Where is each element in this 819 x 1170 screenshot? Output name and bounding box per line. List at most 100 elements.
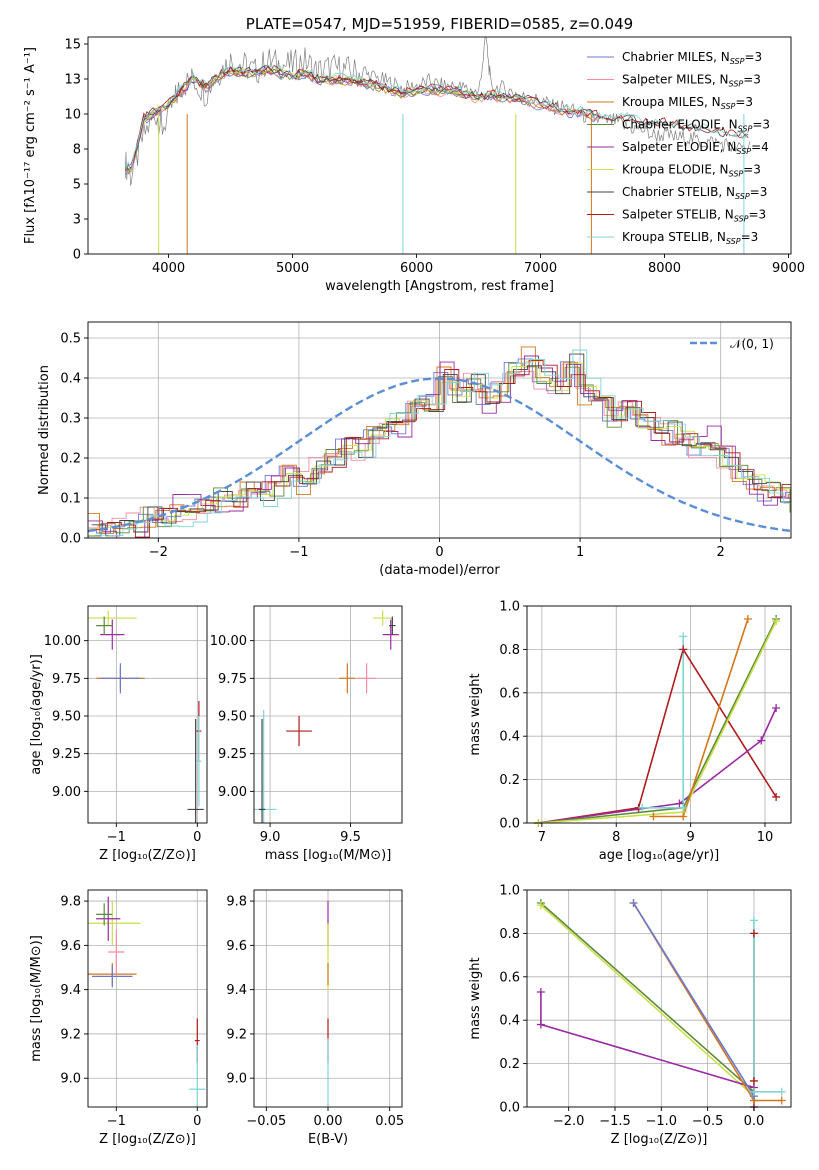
x-tick-label: 7000 <box>524 261 557 276</box>
plot-area <box>88 896 206 1107</box>
chart-mass-vs-Z: −1 0 9.0 9.2 9.4 9.6 9.8 Z [log₁₀(Z/Z⊙)] mass [l… <box>29 889 208 1147</box>
x-tick-label: 10 <box>757 830 774 845</box>
plot-area <box>88 610 204 823</box>
chart-title: PLATE=0547, MJD=51959, FIBERID=0585, z=0… <box>246 15 633 33</box>
weight-marker <box>749 929 758 938</box>
x-tick-label: 0.00 <box>314 1114 343 1129</box>
x-tick-label: 6000 <box>400 261 433 276</box>
weight-marker <box>777 1096 786 1105</box>
x-tick-label: 9 <box>686 830 694 845</box>
y-tick-label: 9.2 <box>60 1027 81 1042</box>
y-tick-label: 9.00 <box>52 785 81 800</box>
x-tick-label: 0.0 <box>744 1114 765 1129</box>
weight-line <box>753 920 782 1093</box>
legend-entry: Kroupa MILES, NSSP=3 <box>622 95 753 111</box>
y-tick-label: 0.1 <box>60 492 81 507</box>
y-tick-label: 9.0 <box>226 1072 247 1087</box>
y-tick-label: 0.2 <box>60 452 81 467</box>
axes-frame <box>87 36 792 255</box>
x-tick-label: 8 <box>612 830 620 845</box>
y-tick-label: 0.2 <box>499 773 520 788</box>
y-axis-label: age [log₁₀(age/yr)] <box>29 654 44 775</box>
x-axis-label: (data-model)/error <box>379 563 500 578</box>
weight-marker <box>638 803 647 812</box>
y-tick-label: 0.0 <box>499 1101 520 1116</box>
y-tick-label: 10.00 <box>210 634 247 649</box>
y-tick-label: 9.75 <box>218 672 247 687</box>
axes-frame <box>253 605 403 824</box>
y-tick-label: 1.0 <box>499 884 520 899</box>
y-tick-label: 9.25 <box>52 747 81 762</box>
x-tick-label: 0.05 <box>375 1114 404 1129</box>
gaussian-curve-line <box>88 377 791 533</box>
weight-marker <box>679 803 688 812</box>
weight-marker <box>777 1087 786 1096</box>
y-tick-label: 9.75 <box>52 672 81 687</box>
histogram-step-line <box>88 355 791 538</box>
histogram-step-line <box>88 362 791 537</box>
y-tick-label: 9.8 <box>60 895 81 910</box>
x-tick-label: 0 <box>193 1114 201 1129</box>
x-axis-label: Z [log₁₀(Z/Z⊙)] <box>99 848 196 863</box>
weight-marker <box>679 645 688 654</box>
y-axis-label: mass [log₁₀(M/M⊙)] <box>29 935 44 1062</box>
x-tick-label: −2.0 <box>553 1114 585 1129</box>
histogram-step-line <box>94 349 791 537</box>
x-tick-label: −1 <box>107 830 126 845</box>
y-tick-label: 9.50 <box>218 710 247 725</box>
x-tick-label: −1 <box>107 1114 126 1129</box>
chart-spectrum: Chabrier MILES, NSSP=3 Salpeter MILES, NS… <box>23 15 805 294</box>
chart-mass-vs-EBV: −0.05 0.00 0.05 9.0 9.2 9.4 9.6 9.8 E(B-V) <box>226 889 404 1147</box>
x-axis-label: wavelength [Angstrom, rest frame] <box>325 279 554 294</box>
weight-marker <box>772 792 781 801</box>
weight-marker <box>536 987 545 996</box>
weight-line <box>632 902 755 1097</box>
y-tick-label: 3 <box>73 213 81 228</box>
model-spectrum-line <box>124 66 526 172</box>
y-tick-label: 0.0 <box>60 532 81 547</box>
x-tick-label: 9.5 <box>340 830 361 845</box>
y-tick-label: 5 <box>73 178 81 193</box>
x-tick-label: 5000 <box>276 261 309 276</box>
y-tick-label: 0.0 <box>499 817 520 832</box>
x-tick-label: −0.5 <box>692 1114 724 1129</box>
y-tick-label: 9.0 <box>60 1072 81 1087</box>
y-tick-label: 0.4 <box>499 730 520 745</box>
chart-age-vs-mass: 9.0 9.5 9.00 9.25 9.50 9.75 10.00 mass [log₁₀(M… <box>210 605 403 863</box>
weight-line <box>540 904 755 1107</box>
x-tick-label: 9.0 <box>260 830 281 845</box>
model-spectrum-line <box>124 71 600 175</box>
legend-entry: Chabrier STELIB, NSSP=3 <box>622 185 767 201</box>
weight-marker <box>749 1076 758 1085</box>
weight-marker <box>679 632 688 641</box>
legend-entry: Salpeter ELODIE, NSSP=4 <box>622 140 769 156</box>
y-tick-label: 8 <box>73 143 81 158</box>
model-spectrum-line <box>124 65 749 171</box>
x-tick-label: 0 <box>435 545 443 560</box>
x-axis-label: E(B-V) <box>308 1132 348 1147</box>
y-tick-label: 0.2 <box>499 1057 520 1072</box>
y-tick-label: 9.4 <box>60 983 81 998</box>
axes-frame <box>87 605 208 824</box>
histogram-step-line <box>93 359 791 538</box>
legend: Chabrier MILES, NSSP=3 Salpeter MILES, NS… <box>587 50 770 246</box>
x-tick-label: 0 <box>193 830 201 845</box>
legend-entry: 𝒩(0, 1) <box>730 337 774 351</box>
weight-marker <box>772 703 781 712</box>
histogram-step-line <box>90 360 791 530</box>
x-tick-label: −2 <box>149 545 168 560</box>
y-tick-label: 9.25 <box>218 747 247 762</box>
weight-marker <box>536 1020 545 1029</box>
y-tick-label: 0.6 <box>499 970 520 985</box>
x-axis-label: Z [log₁₀(Z/Z⊙)] <box>99 1132 196 1147</box>
x-tick-label: 4000 <box>152 261 185 276</box>
legend-entry: Kroupa STELIB, NSSP=3 <box>622 230 758 246</box>
chart-weight-vs-Z: −2.0 −1.5 −1.0 −0.5 0.0 0.0 0.2 0.4 0.6 0.8 1.0 Z [… <box>468 884 792 1147</box>
axes-frame <box>526 889 792 1108</box>
y-tick-label: 9.6 <box>60 939 81 954</box>
legend-entry: Chabrier ELODIE, NSSP=3 <box>622 118 770 134</box>
x-tick-label: −1 <box>289 545 308 560</box>
plot-area <box>254 610 399 823</box>
legend-entry: Kroupa ELODIE, NSSP=3 <box>622 163 761 179</box>
histogram-step-line <box>88 363 791 529</box>
